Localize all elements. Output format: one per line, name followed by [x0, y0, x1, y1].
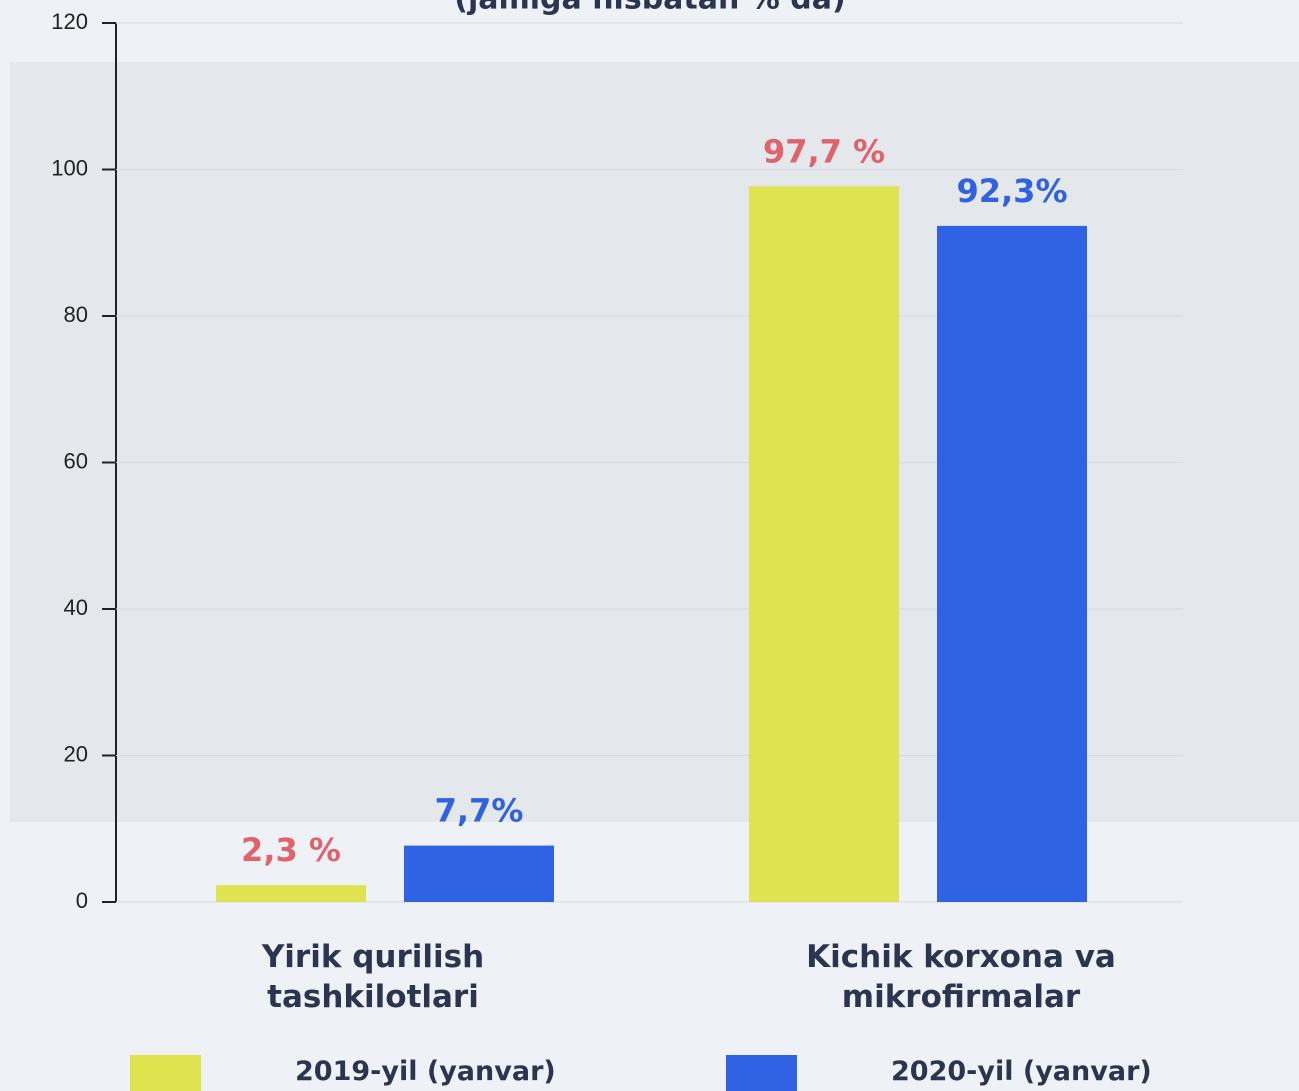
x-tick-label: Yirik qurilish tashkilotlari — [233, 937, 513, 1017]
legend-swatch — [726, 1055, 797, 1091]
x-tick-label: Kichik korxona va mikrofirmalar — [791, 937, 1131, 1017]
y-tick-label: 80 — [64, 302, 88, 327]
bar — [749, 186, 899, 902]
background-photo — [10, 62, 1299, 822]
y-tick-label: 40 — [64, 595, 88, 620]
legend-swatch — [130, 1055, 201, 1091]
y-tick-label: 120 — [51, 9, 88, 34]
value-label: 92,3% — [956, 172, 1067, 210]
value-label: 2,3 % — [241, 831, 341, 869]
chart: (jamiga nisbatan % da) 0 20 40 60 80 100 120 2,… — [0, 0, 1299, 1091]
legend-label: 2020-yil (yanvar) — [891, 1056, 1152, 1087]
y-tick-label: 60 — [64, 448, 88, 473]
y-tick-label: 100 — [51, 155, 88, 180]
value-label: 97,7 % — [763, 132, 885, 170]
bar — [937, 226, 1087, 902]
y-tick-label: 20 — [64, 741, 88, 766]
chart-page: (jamiga nisbatan % da) 0 20 40 60 80 100 120 2,… — [0, 0, 1299, 1091]
bar — [404, 846, 554, 902]
legend-label: 2019-yil (yanvar) — [295, 1056, 556, 1087]
value-label: 7,7% — [435, 792, 524, 830]
bar — [216, 885, 366, 902]
chart-title: (jamiga nisbatan % da) — [454, 0, 845, 17]
y-tick-label: 0 — [76, 888, 88, 913]
